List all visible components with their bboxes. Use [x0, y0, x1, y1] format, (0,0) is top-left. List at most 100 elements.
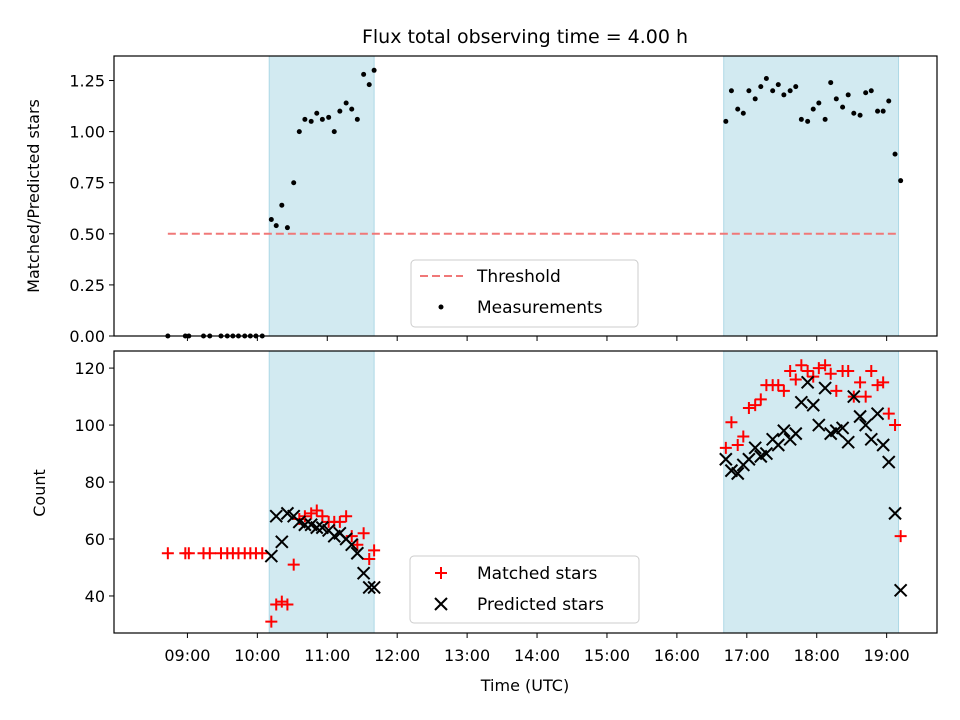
matched-star-point: [830, 384, 843, 397]
predicted-star-point: [806, 398, 820, 412]
matched-star-point: [842, 364, 855, 377]
measurement-point: [284, 225, 290, 231]
predicted-star-point: [310, 520, 324, 535]
matched-star-point: [333, 515, 346, 528]
predicted-star-point: [853, 409, 867, 424]
matched-star-point: [287, 558, 300, 571]
top-panel: 0.00 0.25 0.50 0.75 1.00 1.25 Matched/Predict…: [24, 55, 938, 346]
top-axes-frame: [113, 55, 938, 337]
predicted-star-point: [275, 535, 289, 549]
predicted-star-point: [870, 406, 885, 421]
predicted-star-point: [882, 455, 896, 469]
predicted-star-point: [841, 435, 855, 449]
x-tick-label: 12:00: [374, 646, 420, 665]
predicted-star-point: [748, 441, 762, 455]
matched-star-point: [270, 598, 283, 611]
predicted-star-point: [800, 375, 815, 390]
predicted-star-point: [864, 432, 878, 447]
legend-measurements-label: Measurements: [477, 298, 603, 318]
top-y-tick-label: 0.00: [69, 327, 105, 346]
predicted-star-point: [731, 466, 745, 481]
bot-shaded-interval-1: [723, 350, 900, 634]
bottom-legend: Matched stars Predicted stars: [409, 555, 640, 624]
x-tick-label: 13:00: [444, 646, 490, 665]
predicted-star-point: [298, 518, 312, 532]
measurement-point: [361, 71, 367, 77]
predicted-star-point: [847, 389, 861, 404]
bot-y-tick-label: 80: [85, 473, 105, 492]
top-shaded-interval-1: [723, 55, 900, 337]
top-y-tick-label: 1.00: [69, 123, 105, 142]
matched-star-point: [882, 407, 895, 420]
matched-star-point: [749, 399, 762, 412]
matched-star-point: [351, 538, 364, 551]
legend-predicted-label: Predicted stars: [477, 595, 604, 615]
matched-star-point: [859, 390, 872, 403]
predicted-stars-points: [264, 375, 908, 597]
matched-star-point: [795, 359, 808, 372]
matched-star-point: [889, 419, 902, 432]
measurement-point: [880, 108, 886, 114]
measurement-point: [863, 90, 869, 96]
measurement-point: [331, 129, 337, 135]
top-x-ticks: [186, 336, 888, 341]
bottom-axes-frame: [113, 350, 938, 634]
matched-star-point: [784, 364, 797, 377]
matched-star-point: [824, 367, 837, 380]
measurement-point: [728, 88, 734, 94]
matched-star-point: [368, 544, 381, 557]
predicted-star-point: [876, 438, 890, 452]
measurement-point: [781, 92, 787, 98]
measurement-point: [735, 106, 741, 112]
x-tick-label: 10:00: [234, 646, 280, 665]
measurement-point: [763, 75, 769, 81]
bot-y-tick-label: 100: [74, 416, 105, 435]
bot-shaded-interval-0: [268, 350, 375, 634]
matched-star-point: [865, 364, 878, 377]
measurement-point: [822, 116, 828, 122]
measurement-point: [840, 104, 846, 110]
matched-star-point: [877, 376, 890, 389]
measurement-point: [770, 88, 776, 94]
top-y-axis-label: Matched/Predicted stars: [24, 99, 43, 293]
top-y-tick-label: 0.25: [69, 276, 105, 295]
bottom-y-axis-label: Count: [30, 469, 49, 517]
legend-predicted-swatch: [434, 597, 448, 611]
matched-star-point: [265, 615, 278, 628]
measurement-point: [793, 84, 799, 90]
x-tick-label: 11:00: [304, 646, 350, 665]
legend-threshold-label: Threshold: [476, 267, 561, 287]
predicted-star-point: [777, 424, 791, 438]
matched-star-point: [731, 439, 744, 451]
matched-star-point: [819, 359, 832, 372]
x-tick-label: 14:00: [514, 646, 560, 665]
matched-star-point: [316, 510, 329, 523]
measurement-point: [758, 84, 764, 90]
measurement-point: [833, 96, 839, 102]
matched-star-point: [742, 401, 755, 414]
matched-star-point: [182, 547, 195, 560]
matched-star-point: [789, 373, 802, 386]
measurement-point: [845, 92, 851, 98]
top-legend-box: [410, 259, 639, 328]
measurement-point: [816, 100, 822, 106]
measurement-point: [875, 108, 881, 114]
matched-star-point: [801, 364, 814, 377]
bottom-y-ticks: 40 60 80 100 120: [74, 359, 114, 606]
measurement-point: [851, 110, 857, 116]
measurement-point: [787, 88, 793, 94]
bot-y-tick-label: 60: [85, 530, 105, 549]
measurement-point: [828, 80, 834, 86]
matched-star-point: [281, 598, 294, 611]
matched-star-point: [777, 384, 790, 397]
top-shaded-interval-0: [268, 55, 375, 337]
matched-star-point: [363, 552, 376, 565]
measurement-point: [868, 88, 874, 94]
top-shaded-intervals: [268, 55, 900, 337]
measurement-point: [805, 118, 811, 124]
matched-star-point: [256, 547, 269, 560]
bottom-panel: 40 60 80 100 120 09:00 10:00 11:00 12:00 13:00 14…: [30, 350, 938, 695]
matched-star-point: [725, 416, 738, 429]
matched-star-point: [772, 379, 785, 392]
x-tick-label: 17:00: [724, 646, 770, 665]
